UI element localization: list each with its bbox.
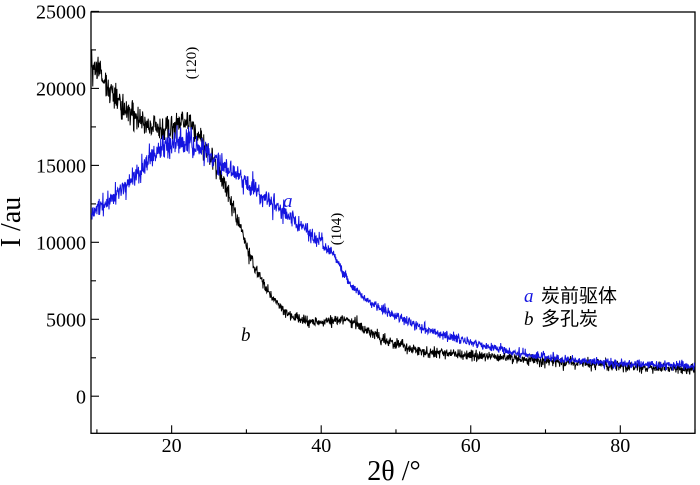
svg-text:b: b (524, 309, 534, 330)
svg-text:炭前驱体: 炭前驱体 (541, 285, 617, 307)
svg-text:25000: 25000 (36, 2, 86, 24)
svg-text:60: 60 (461, 435, 481, 457)
svg-text:15000: 15000 (36, 156, 86, 178)
svg-text:20: 20 (162, 435, 182, 457)
svg-text:0: 0 (76, 387, 86, 409)
svg-text:40: 40 (311, 435, 331, 457)
svg-text:(104): (104) (329, 213, 345, 246)
svg-text:(120): (120) (184, 47, 200, 80)
svg-text:5000: 5000 (46, 310, 86, 332)
svg-text:a: a (283, 191, 293, 212)
svg-text:b: b (241, 325, 251, 346)
svg-text:2θ /°: 2θ /° (367, 456, 420, 485)
svg-text:多孔炭: 多孔炭 (541, 308, 598, 330)
svg-text:I /au: I /au (0, 197, 27, 248)
svg-text:80: 80 (610, 435, 630, 457)
svg-text:20000: 20000 (36, 79, 86, 101)
svg-text:10000: 10000 (36, 233, 86, 255)
svg-text:a: a (524, 286, 534, 307)
